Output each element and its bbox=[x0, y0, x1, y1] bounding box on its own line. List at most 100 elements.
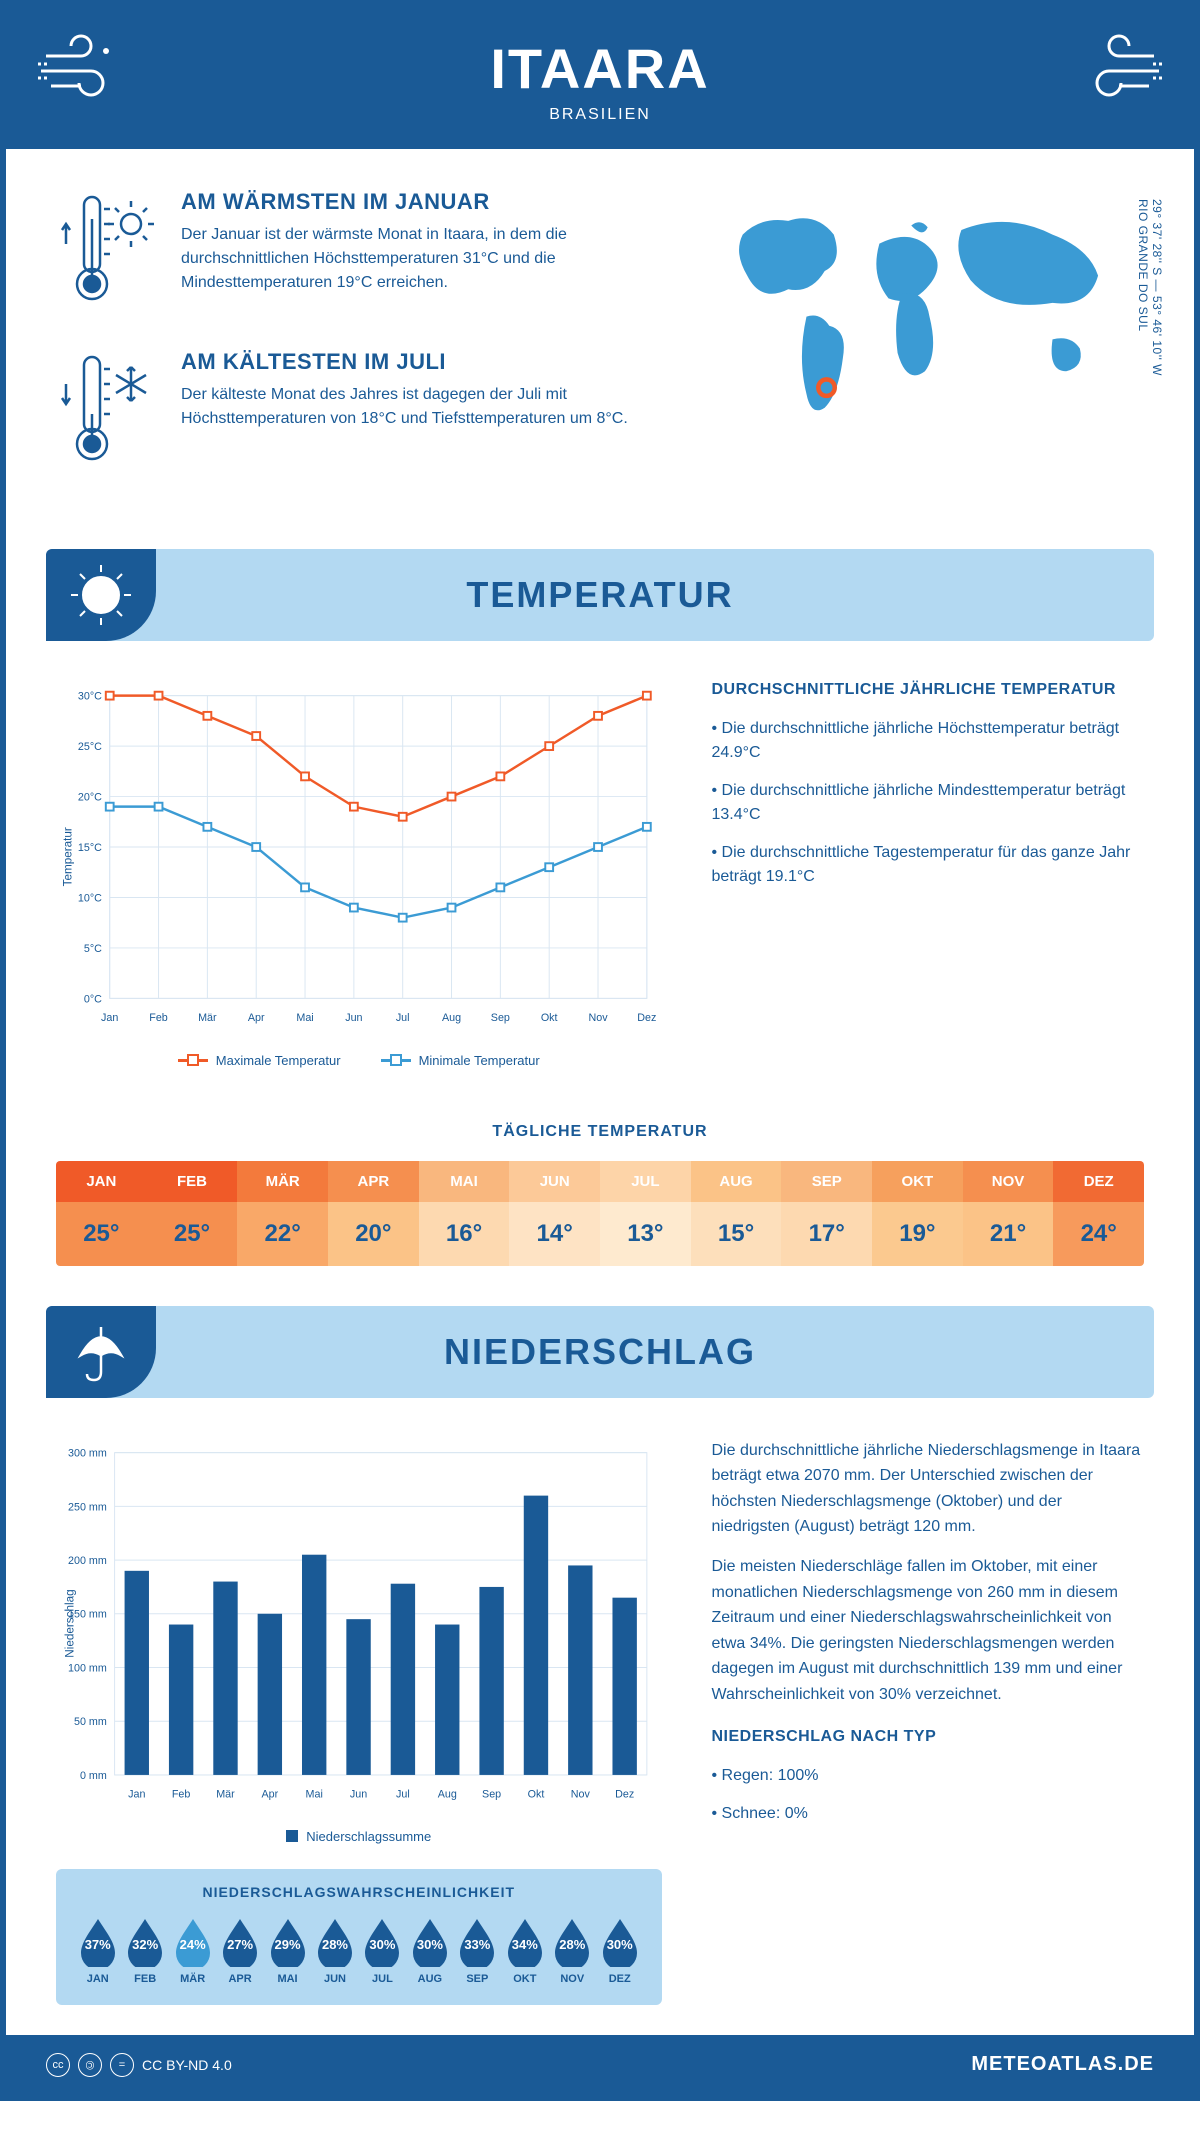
svg-text:25°C: 25°C bbox=[78, 741, 102, 753]
svg-text:Jan: Jan bbox=[128, 1788, 145, 1800]
temp-bullet: Die durchschnittliche jährliche Mindestt… bbox=[712, 779, 1145, 827]
warmest-fact: AM WÄRMSTEN IM JANUAR Der Januar ist der… bbox=[56, 189, 648, 314]
probability-box: NIEDERSCHLAGSWAHRSCHEINLICHKEIT 37%JAN 3… bbox=[56, 1869, 662, 2005]
svg-text:Apr: Apr bbox=[261, 1788, 278, 1800]
coldest-title: AM KÄLTESTEN IM JULI bbox=[181, 349, 648, 375]
coldest-text: Der kälteste Monat des Jahres ist dagege… bbox=[181, 383, 648, 431]
header: ITAARA BRASILIEN bbox=[6, 6, 1194, 149]
daily-col: MAI 16° bbox=[419, 1161, 510, 1266]
daily-col: FEB 25° bbox=[147, 1161, 238, 1266]
svg-text:Nov: Nov bbox=[588, 1012, 608, 1024]
svg-text:Jul: Jul bbox=[396, 1012, 410, 1024]
svg-text:Nov: Nov bbox=[571, 1788, 591, 1800]
svg-text:Dez: Dez bbox=[615, 1788, 634, 1800]
daily-temp-title: TÄGLICHE TEMPERATUR bbox=[6, 1123, 1194, 1141]
temperature-description: DURCHSCHNITTLICHE JÄHRLICHE TEMPERATUR D… bbox=[712, 681, 1145, 1068]
probability-drop: 27%APR bbox=[218, 1915, 261, 1985]
thermometer-cold-icon bbox=[56, 349, 156, 474]
svg-text:20°C: 20°C bbox=[78, 791, 102, 803]
coldest-fact: AM KÄLTESTEN IM JULI Der kälteste Monat … bbox=[56, 349, 648, 474]
temp-bullet: Die durchschnittliche jährliche Höchstte… bbox=[712, 717, 1145, 765]
sun-icon bbox=[46, 549, 156, 641]
svg-text:Jul: Jul bbox=[396, 1788, 410, 1800]
precipitation-bar-chart: 0 mm50 mm100 mm150 mm200 mm250 mm300 mmJ… bbox=[56, 1438, 662, 2005]
country-label: BRASILIEN bbox=[26, 106, 1174, 124]
svg-text:200 mm: 200 mm bbox=[68, 1555, 107, 1567]
svg-text:10°C: 10°C bbox=[78, 892, 102, 904]
svg-text:Dez: Dez bbox=[637, 1012, 656, 1024]
legend-min: .legend-item:nth-child(2) .legend-sw::af… bbox=[381, 1053, 540, 1068]
temperature-title: TEMPERATUR bbox=[86, 574, 1114, 616]
svg-text:Sep: Sep bbox=[482, 1788, 501, 1800]
probability-drop: 28%JUN bbox=[313, 1915, 356, 1985]
precipitation-chart-row: 0 mm50 mm100 mm150 mm200 mm250 mm300 mmJ… bbox=[6, 1428, 1194, 2035]
precip-type-bullet: Schnee: 0% bbox=[712, 1802, 1145, 1826]
coordinates: 29° 37' 28'' S — 53° 46' 10'' WRIO GRAND… bbox=[1136, 199, 1164, 376]
umbrella-icon bbox=[46, 1306, 156, 1398]
temp-bullet: Die durchschnittliche Tagestemperatur fü… bbox=[712, 841, 1145, 889]
thermometer-hot-icon bbox=[56, 189, 156, 314]
svg-text:Temperatur: Temperatur bbox=[62, 827, 75, 886]
svg-text:Aug: Aug bbox=[438, 1788, 457, 1800]
city-title: ITAARA bbox=[26, 36, 1174, 101]
svg-text:5°C: 5°C bbox=[84, 943, 102, 955]
probability-drop: 30%DEZ bbox=[598, 1915, 641, 1985]
svg-text:Mär: Mär bbox=[216, 1788, 235, 1800]
svg-text:Mär: Mär bbox=[198, 1012, 217, 1024]
svg-text:Jun: Jun bbox=[345, 1012, 362, 1024]
daily-col: JUL 13° bbox=[600, 1161, 691, 1266]
precip-type-bullet: Regen: 100% bbox=[712, 1764, 1145, 1788]
svg-text:Okt: Okt bbox=[528, 1788, 545, 1800]
footer: cc🄯= CC BY-ND 4.0 METEOATLAS.DE bbox=[6, 2035, 1194, 2095]
probability-drop: 28%NOV bbox=[551, 1915, 594, 1985]
temperature-section-header: TEMPERATUR bbox=[46, 549, 1154, 641]
legend-max: .legend-item:nth-child(1) .legend-sw::af… bbox=[178, 1053, 341, 1068]
svg-text:Niederschlag: Niederschlag bbox=[64, 1589, 77, 1657]
daily-col: SEP 17° bbox=[781, 1161, 872, 1266]
daily-col: APR 20° bbox=[328, 1161, 419, 1266]
svg-text:Feb: Feb bbox=[172, 1788, 191, 1800]
daily-temp-table: JAN 25°FEB 25°MÄR 22°APR 20°MAI 16°JUN 1… bbox=[56, 1161, 1144, 1266]
daily-col: JAN 25° bbox=[56, 1161, 147, 1266]
svg-text:300 mm: 300 mm bbox=[68, 1447, 107, 1459]
svg-text:50 mm: 50 mm bbox=[74, 1716, 107, 1728]
probability-drop: 24%MÄR bbox=[171, 1915, 214, 1985]
svg-text:30°C: 30°C bbox=[78, 691, 102, 703]
svg-text:Feb: Feb bbox=[149, 1012, 168, 1024]
precipitation-section-header: NIEDERSCHLAG bbox=[46, 1306, 1154, 1398]
daily-col: DEZ 24° bbox=[1053, 1161, 1144, 1266]
probability-drop: 32%FEB bbox=[123, 1915, 166, 1985]
svg-text:Apr: Apr bbox=[248, 1012, 265, 1024]
precipitation-description: Die durchschnittliche jährliche Niedersc… bbox=[712, 1438, 1145, 1840]
temperature-line-chart: 0°C5°C10°C15°C20°C25°C30°CJanFebMärAprMa… bbox=[56, 681, 662, 1068]
wind-icon bbox=[36, 26, 136, 121]
svg-text:Sep: Sep bbox=[491, 1012, 510, 1024]
daily-col: OKT 19° bbox=[872, 1161, 963, 1266]
probability-drop: 33%SEP bbox=[456, 1915, 499, 1985]
temperature-chart-row: 0°C5°C10°C15°C20°C25°C30°CJanFebMärAprMa… bbox=[6, 671, 1194, 1098]
wind-icon bbox=[1064, 26, 1164, 121]
world-map: 29° 37' 28'' S — 53° 46' 10'' WRIO GRAND… bbox=[688, 189, 1144, 509]
svg-text:Jan: Jan bbox=[101, 1012, 118, 1024]
intro-section: AM WÄRMSTEN IM JANUAR Der Januar ist der… bbox=[6, 149, 1194, 539]
svg-text:Okt: Okt bbox=[541, 1012, 558, 1024]
warmest-title: AM WÄRMSTEN IM JANUAR bbox=[181, 189, 648, 215]
legend-precip: Niederschlagssumme bbox=[286, 1829, 431, 1844]
svg-text:Mai: Mai bbox=[296, 1012, 313, 1024]
page: ITAARA BRASILIEN AM WÄRMSTEN IM JANUAR D bbox=[0, 0, 1200, 2101]
site-name: METEOATLAS.DE bbox=[971, 2053, 1154, 2076]
probability-drop: 30%AUG bbox=[408, 1915, 451, 1985]
license-badge: cc🄯= CC BY-ND 4.0 bbox=[46, 2053, 232, 2077]
probability-drop: 34%OKT bbox=[503, 1915, 546, 1985]
daily-col: MÄR 22° bbox=[237, 1161, 328, 1266]
svg-text:100 mm: 100 mm bbox=[68, 1662, 107, 1674]
precipitation-title: NIEDERSCHLAG bbox=[86, 1331, 1114, 1373]
svg-text:Aug: Aug bbox=[442, 1012, 461, 1024]
svg-text:250 mm: 250 mm bbox=[68, 1501, 107, 1513]
svg-text:Mai: Mai bbox=[306, 1788, 323, 1800]
probability-drop: 29%MAI bbox=[266, 1915, 309, 1985]
svg-text:0 mm: 0 mm bbox=[80, 1769, 107, 1781]
daily-col: JUN 14° bbox=[509, 1161, 600, 1266]
daily-col: AUG 15° bbox=[691, 1161, 782, 1266]
daily-col: NOV 21° bbox=[963, 1161, 1054, 1266]
